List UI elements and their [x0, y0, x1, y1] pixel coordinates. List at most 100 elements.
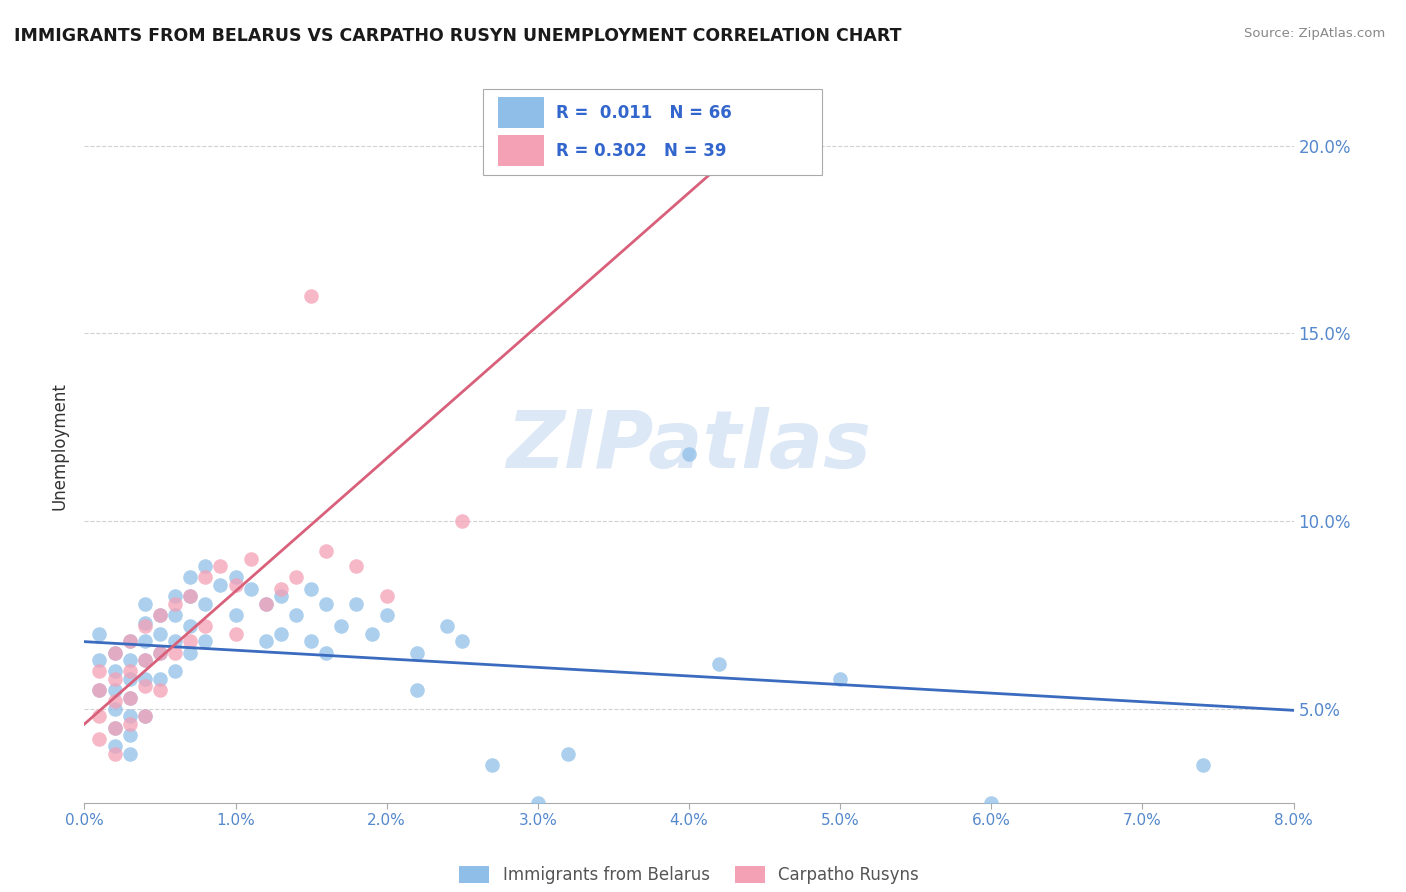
- Point: [134, 615, 156, 630]
- Point: [134, 653, 156, 667]
- Point: [134, 709, 156, 723]
- Point: [179, 589, 201, 603]
- Point: [315, 597, 337, 611]
- Point: [104, 672, 127, 686]
- Point: [451, 634, 474, 648]
- Point: [89, 731, 111, 746]
- Point: [104, 747, 127, 761]
- Point: [209, 578, 232, 592]
- Point: [451, 514, 474, 528]
- Point: [165, 607, 187, 622]
- Bar: [498, 97, 544, 128]
- Point: [89, 665, 111, 679]
- Point: [104, 721, 127, 735]
- Point: [375, 607, 398, 622]
- Point: [346, 559, 368, 574]
- Point: [89, 683, 111, 698]
- Point: [134, 653, 156, 667]
- Point: [179, 619, 201, 633]
- Point: [225, 578, 247, 592]
- Point: [165, 589, 187, 603]
- Point: [165, 646, 187, 660]
- Point: [118, 717, 141, 731]
- Point: [239, 551, 262, 566]
- Point: [254, 597, 277, 611]
- Point: [254, 634, 277, 648]
- Point: [118, 747, 141, 761]
- Point: [254, 597, 277, 611]
- Point: [179, 570, 201, 584]
- Point: [149, 683, 172, 698]
- Point: [104, 739, 127, 754]
- Point: [270, 582, 292, 596]
- Point: [179, 646, 201, 660]
- Point: [315, 646, 337, 660]
- Point: [375, 589, 398, 603]
- Point: [299, 634, 322, 648]
- Point: [481, 758, 503, 772]
- Point: [194, 619, 217, 633]
- Point: [270, 589, 292, 603]
- Point: [118, 709, 141, 723]
- Point: [209, 559, 232, 574]
- FancyBboxPatch shape: [484, 89, 823, 175]
- Point: [104, 683, 127, 698]
- Point: [89, 683, 111, 698]
- Point: [149, 607, 172, 622]
- Point: [980, 796, 1002, 810]
- Point: [134, 597, 156, 611]
- Point: [134, 634, 156, 648]
- Point: [104, 646, 127, 660]
- Bar: [498, 135, 544, 166]
- Point: [346, 597, 368, 611]
- Point: [602, 101, 624, 115]
- Point: [118, 728, 141, 742]
- Point: [225, 627, 247, 641]
- Point: [149, 672, 172, 686]
- Point: [165, 597, 187, 611]
- Point: [104, 694, 127, 708]
- Point: [239, 582, 262, 596]
- Point: [134, 672, 156, 686]
- Point: [179, 589, 201, 603]
- Point: [330, 619, 353, 633]
- Point: [194, 570, 217, 584]
- Point: [194, 634, 217, 648]
- Point: [830, 672, 852, 686]
- Point: [299, 289, 322, 303]
- Point: [134, 679, 156, 693]
- Point: [285, 607, 308, 622]
- Point: [225, 570, 247, 584]
- Point: [527, 796, 550, 810]
- Point: [1192, 758, 1215, 772]
- Point: [270, 627, 292, 641]
- Point: [149, 607, 172, 622]
- Text: Source: ZipAtlas.com: Source: ZipAtlas.com: [1244, 27, 1385, 40]
- Point: [118, 672, 141, 686]
- Text: R = 0.302   N = 39: R = 0.302 N = 39: [555, 142, 727, 160]
- Text: R =  0.011   N = 66: R = 0.011 N = 66: [555, 103, 731, 121]
- Y-axis label: Unemployment: Unemployment: [51, 382, 69, 510]
- Point: [118, 665, 141, 679]
- Point: [149, 646, 172, 660]
- Point: [436, 619, 458, 633]
- Point: [118, 690, 141, 705]
- Point: [709, 657, 731, 671]
- Point: [89, 709, 111, 723]
- Point: [360, 627, 382, 641]
- Point: [118, 634, 141, 648]
- Legend: Immigrants from Belarus, Carpatho Rusyns: Immigrants from Belarus, Carpatho Rusyns: [460, 865, 918, 884]
- Point: [104, 721, 127, 735]
- Point: [194, 559, 217, 574]
- Point: [134, 619, 156, 633]
- Point: [225, 607, 247, 622]
- Point: [104, 646, 127, 660]
- Point: [118, 653, 141, 667]
- Point: [678, 446, 700, 460]
- Point: [315, 544, 337, 558]
- Point: [104, 702, 127, 716]
- Point: [406, 646, 429, 660]
- Point: [89, 627, 111, 641]
- Point: [149, 627, 172, 641]
- Text: ZIPatlas: ZIPatlas: [506, 407, 872, 485]
